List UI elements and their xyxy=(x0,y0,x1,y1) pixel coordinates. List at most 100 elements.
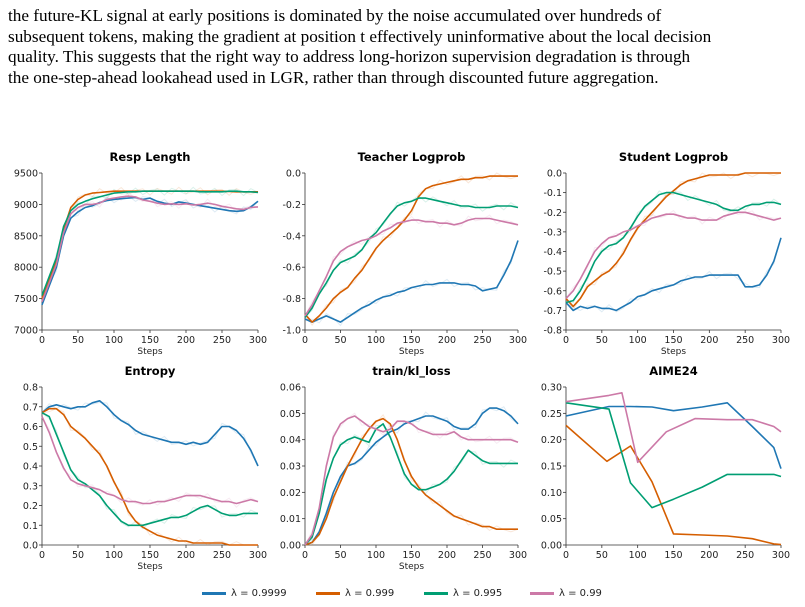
series-line-0 xyxy=(565,237,782,312)
chart-title: Resp Length xyxy=(110,150,191,164)
y-tick-label: 0.4 xyxy=(23,462,38,473)
y-tick-label: 0.0 xyxy=(547,169,562,180)
x-tick-label: 250 xyxy=(473,550,491,561)
chart-title: Entropy xyxy=(125,364,176,378)
legend-item-0: λ = 0.9999 xyxy=(202,588,287,599)
y-tick-label: -0.6 xyxy=(282,263,301,274)
x-tick-label: 250 xyxy=(213,335,231,346)
y-tick-label: 0.6 xyxy=(23,422,38,433)
raw-trace-1 xyxy=(41,186,259,299)
legend-label-2: λ = 0.995 xyxy=(453,588,503,599)
x-tick-label: 100 xyxy=(105,335,123,346)
legend-label-0: λ = 0.9999 xyxy=(231,588,287,599)
chart-title: AIME24 xyxy=(649,364,697,378)
x-tick-label: 300 xyxy=(509,550,527,561)
y-tick-label: 0.03 xyxy=(280,462,301,473)
chart-panel-4: train/kl_loss 0.00 0.01 0.02 0.03 0.04 0.05 0.0… xyxy=(280,364,527,572)
x-tick-label: 50 xyxy=(596,335,608,346)
y-tick-label: 0.00 xyxy=(280,541,301,552)
x-tick-label: 50 xyxy=(72,550,84,561)
chart-title: Student Logprob xyxy=(619,150,728,164)
y-tick-label: 0.1 xyxy=(23,521,38,532)
series-line-0 xyxy=(41,400,259,467)
raw-trace-1 xyxy=(565,172,782,311)
paragraph-line-3: quality. This suggests that the right wa… xyxy=(8,47,691,66)
x-tick-label: 0 xyxy=(563,550,569,561)
x-tick-label: 200 xyxy=(177,335,195,346)
x-axis-label: Steps xyxy=(661,347,686,357)
x-tick-label: 250 xyxy=(736,335,754,346)
series-line-1 xyxy=(304,417,518,546)
legend: λ = 0.9999 λ = 0.999 λ = 0.995 λ = 0.99 xyxy=(0,588,805,606)
x-tick-label: 200 xyxy=(438,550,456,561)
chart-panel-0: Resp Length 7000 7500 8000 8500 9000 9500 0 50 10… xyxy=(14,150,267,357)
chart-title: train/kl_loss xyxy=(372,364,450,379)
series-line-3 xyxy=(304,217,519,317)
x-tick-label: 0 xyxy=(302,335,308,346)
series-line-3 xyxy=(41,416,259,505)
x-axis-label: Steps xyxy=(137,347,162,357)
y-tick-label: 0.00 xyxy=(541,541,562,552)
series-line-1 xyxy=(565,424,782,546)
y-tick-label: -0.2 xyxy=(543,208,562,219)
y-tick-label: 0.04 xyxy=(280,435,301,446)
series-line-3 xyxy=(565,392,782,464)
series-line-2 xyxy=(565,191,782,304)
x-tick-label: 150 xyxy=(664,550,682,561)
y-tick-label: 0.15 xyxy=(541,462,562,473)
x-tick-label: 50 xyxy=(334,335,346,346)
raw-trace-3 xyxy=(304,412,519,546)
y-tick-label: 0.05 xyxy=(541,514,562,525)
x-tick-label: 0 xyxy=(563,335,569,346)
y-tick-label: 9000 xyxy=(14,200,38,211)
paragraph-line-1: the future-KL signal at early positions … xyxy=(8,6,662,25)
series-line-0 xyxy=(304,407,519,546)
x-tick-label: 0 xyxy=(39,550,45,561)
y-tick-label: 7000 xyxy=(14,326,38,337)
legend-label-3: λ = 0.99 xyxy=(559,588,602,599)
y-tick-label: 8500 xyxy=(14,231,38,242)
chart-panel-2: Student Logprob -0.8 -0.7 -0.6 -0.5 -0.4 -0.3 -… xyxy=(543,150,790,357)
x-tick-label: 50 xyxy=(334,550,346,561)
series-line-2 xyxy=(304,423,518,546)
series-line-1 xyxy=(41,407,258,546)
legend-label-1: λ = 0.999 xyxy=(345,588,395,599)
raw-trace-0 xyxy=(304,240,519,327)
x-tick-label: 150 xyxy=(402,335,420,346)
x-tick-label: 100 xyxy=(105,550,123,561)
x-tick-label: 200 xyxy=(438,335,456,346)
x-tick-label: 300 xyxy=(249,335,267,346)
x-tick-label: 150 xyxy=(141,335,159,346)
series-line-0 xyxy=(41,196,259,306)
series-line-2 xyxy=(304,197,519,318)
paragraph-line-2: subsequent tokens, making the gradient a… xyxy=(8,26,712,46)
x-tick-label: 200 xyxy=(700,550,718,561)
y-tick-label: 0.2 xyxy=(23,501,38,512)
chart-panel-5: AIME24 0.00 0.05 0.10 0.15 0.20 0.25 0.30 0 50 100… xyxy=(541,364,790,561)
raw-trace-1 xyxy=(305,413,519,546)
x-tick-label: 50 xyxy=(596,550,608,561)
series-line-0 xyxy=(304,240,519,323)
y-tick-label: 0.7 xyxy=(23,402,38,413)
series-line-0 xyxy=(565,402,782,469)
y-tick-label: -0.8 xyxy=(282,294,301,305)
series-line-2 xyxy=(41,411,258,527)
y-tick-label: -0.1 xyxy=(543,188,562,199)
x-tick-label: 100 xyxy=(629,335,647,346)
raw-trace-3 xyxy=(41,416,259,508)
x-tick-label: 100 xyxy=(367,335,385,346)
body-paragraph: the future-KL signal at early positions … xyxy=(8,6,798,88)
chart-panel-3: Entropy 0.0 0.1 0.2 0.3 0.4 0.5 0.6 0.7 0.8 0 50 100… xyxy=(23,364,267,572)
x-tick-label: 250 xyxy=(473,335,491,346)
y-tick-label: 0.02 xyxy=(280,488,301,499)
y-tick-label: 0.0 xyxy=(23,541,38,552)
x-axis-label: Steps xyxy=(399,347,424,357)
y-tick-label: 0.0 xyxy=(286,169,301,180)
y-tick-label: -0.4 xyxy=(543,247,562,258)
y-tick-label: 9500 xyxy=(14,169,38,180)
y-tick-label: 8000 xyxy=(14,263,38,274)
y-tick-label: -0.5 xyxy=(543,267,562,278)
paragraph-line-4: the one-step-ahead lookahead used in LGR… xyxy=(8,67,659,87)
raw-trace-0 xyxy=(41,195,259,306)
